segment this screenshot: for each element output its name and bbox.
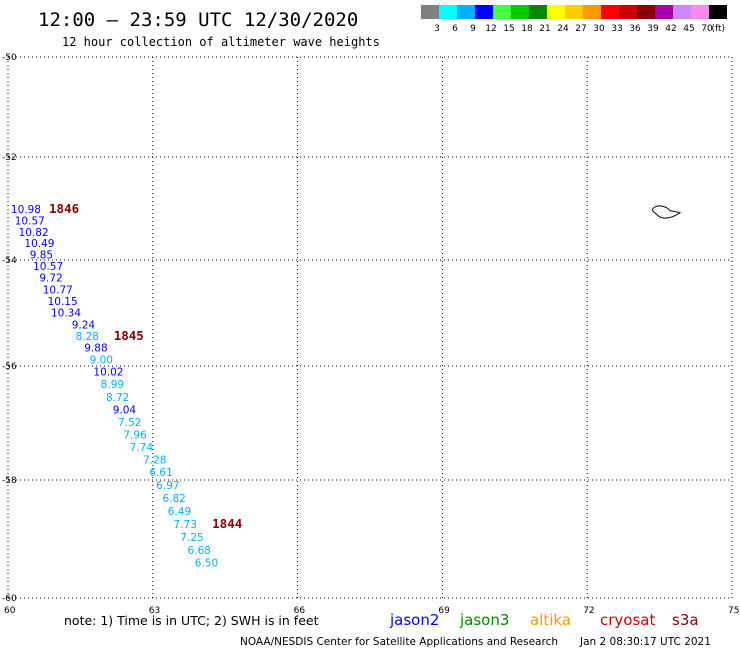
- wave-height-value: 7.73: [174, 519, 197, 531]
- wave-height-value: 10.57: [15, 215, 45, 227]
- satellite-label-altika: altika: [530, 611, 571, 629]
- latitude-tick-label: -56: [2, 362, 17, 372]
- scale-swatch: [547, 5, 565, 19]
- wave-height-value: 10.02: [93, 367, 123, 379]
- wave-height-value: 7.52: [118, 417, 141, 429]
- satellite-legend: jason2 jason3 altika cryosat s3a: [389, 611, 699, 629]
- wave-height-value: 7.25: [180, 532, 203, 544]
- wave-height-value: 6.61: [149, 467, 172, 479]
- scale-tick-label: 39: [647, 24, 659, 34]
- wave-height-value: 6.97: [156, 480, 179, 492]
- scale-tick-label: 18: [521, 24, 533, 34]
- wave-height-value: 8.99: [101, 379, 124, 391]
- scale-swatch: [457, 5, 475, 19]
- wave-height-value: 9.85: [30, 249, 53, 261]
- island-outline: [652, 205, 682, 219]
- wave-height-value: 7.74: [130, 442, 154, 454]
- wave-height-value: 9.24: [72, 319, 96, 331]
- scale-swatch: [691, 5, 709, 19]
- scale-swatch: [529, 5, 547, 19]
- pass-time-labels: 1846 1845 1844: [49, 201, 242, 531]
- footer-note: note: 1) Time is in UTC; 2) SWH is in fe…: [64, 613, 319, 628]
- scale-tick-label: 21: [539, 24, 550, 34]
- wave-height-value: 10.15: [48, 296, 78, 308]
- scale-tick-label: 42: [665, 24, 676, 34]
- scale-swatch: [583, 5, 601, 19]
- scale-swatch: [637, 5, 655, 19]
- scale-tick-label: 33: [611, 24, 622, 34]
- pass-time-label: 1846: [49, 201, 79, 216]
- latitude-tick-label: -54: [2, 256, 17, 266]
- page-title: 12:00 — 23:59 UTC 12/30/2020: [38, 9, 358, 31]
- latitude-tick-label: -60: [2, 594, 17, 604]
- satellite-label-cryosat: cryosat: [600, 611, 655, 629]
- longitude-tick-label: 66: [294, 606, 306, 616]
- scale-tick-label: 24: [557, 24, 569, 34]
- wave-height-value: 6.68: [188, 545, 211, 557]
- wave-height-value: 10.34: [51, 308, 81, 320]
- scale-tick-label: 30: [593, 24, 605, 34]
- satellite-label-jason2: jason2: [389, 611, 439, 629]
- scale-unit-label: (ft): [711, 24, 725, 34]
- wave-height-value: 10.77: [43, 284, 73, 296]
- longitude-tick-label: 69: [438, 606, 450, 616]
- wave-height-value: 10.49: [24, 238, 54, 250]
- latitude-tick-label: -58: [2, 476, 17, 486]
- page-subtitle: 12 hour collection of altimeter wave hei…: [62, 35, 380, 49]
- scale-tick-label: 45: [683, 24, 694, 34]
- footer-timestamp: Jan 2 08:30:17 UTC 2021: [579, 636, 711, 648]
- wave-height-value: 8.72: [106, 392, 129, 404]
- latitude-tick-label: -50: [2, 53, 17, 63]
- scale-swatch: [421, 5, 439, 19]
- wave-height-value: 6.82: [162, 493, 185, 505]
- scale-tick-label: 9: [470, 24, 476, 34]
- longitude-tick-label: 75: [728, 606, 739, 616]
- scale-swatch: [601, 5, 619, 19]
- satellite-label-s3a: s3a: [672, 611, 699, 629]
- wave-height-value: 6.50: [195, 558, 218, 570]
- wave-height-value: 10.57: [33, 261, 63, 273]
- wave-height-value: 6.49: [168, 506, 191, 518]
- scale-swatch: [619, 5, 637, 19]
- wave-height-value: 10.98: [11, 204, 41, 216]
- longitude-tick-label: 60: [4, 606, 16, 616]
- color-scale-legend: 3 6 9 12 15 18 21 24 27 30 33 36 39 42 45 70(ft): [421, 5, 727, 34]
- scale-tick-label: 36: [629, 24, 641, 34]
- wave-height-observations: 10.9810.5710.8210.499.8510.579.7210.7710…: [11, 204, 218, 570]
- wave-height-value: 9.72: [39, 273, 62, 285]
- wave-height-value: 7.28: [143, 454, 166, 466]
- wave-height-value: 9.88: [84, 343, 107, 355]
- wave-height-value: 9.00: [90, 354, 113, 366]
- pass-time-label: 1845: [114, 328, 144, 343]
- scale-swatch: [439, 5, 457, 19]
- scale-swatch: [709, 5, 727, 19]
- map-grid: [7, 56, 733, 599]
- scale-tick-label: 12: [485, 24, 496, 34]
- wave-height-value: 9.04: [113, 404, 137, 416]
- wave-height-value: 8.28: [76, 331, 99, 343]
- satellite-label-jason3: jason3: [459, 611, 509, 629]
- scale-tick-label: 15: [503, 24, 514, 34]
- scale-swatch: [493, 5, 511, 19]
- scale-tick-label: 6: [452, 24, 458, 34]
- heard-island-outline: [652, 205, 682, 219]
- footer-credit: NOAA/NESDIS Center for Satellite Applica…: [240, 636, 558, 648]
- wave-height-value: 10.82: [19, 227, 49, 239]
- map-axes: -50 -52 -54 -56 -58 -60 60 63 66 69 72 75: [2, 53, 739, 616]
- scale-swatch: [565, 5, 583, 19]
- latitude-tick-label: -52: [2, 153, 17, 163]
- scale-swatch: [673, 5, 691, 19]
- longitude-tick-label: 72: [583, 606, 594, 616]
- longitude-tick-label: 63: [149, 606, 160, 616]
- scale-swatch: [475, 5, 493, 19]
- scale-swatch: [655, 5, 673, 19]
- scale-swatch: [511, 5, 529, 19]
- pass-time-label: 1844: [212, 516, 242, 531]
- scale-tick-label: 3: [434, 24, 440, 34]
- scale-tick-label: 27: [575, 24, 586, 34]
- wave-height-value: 7.96: [123, 429, 147, 441]
- scale-tick-label: 70: [701, 24, 713, 34]
